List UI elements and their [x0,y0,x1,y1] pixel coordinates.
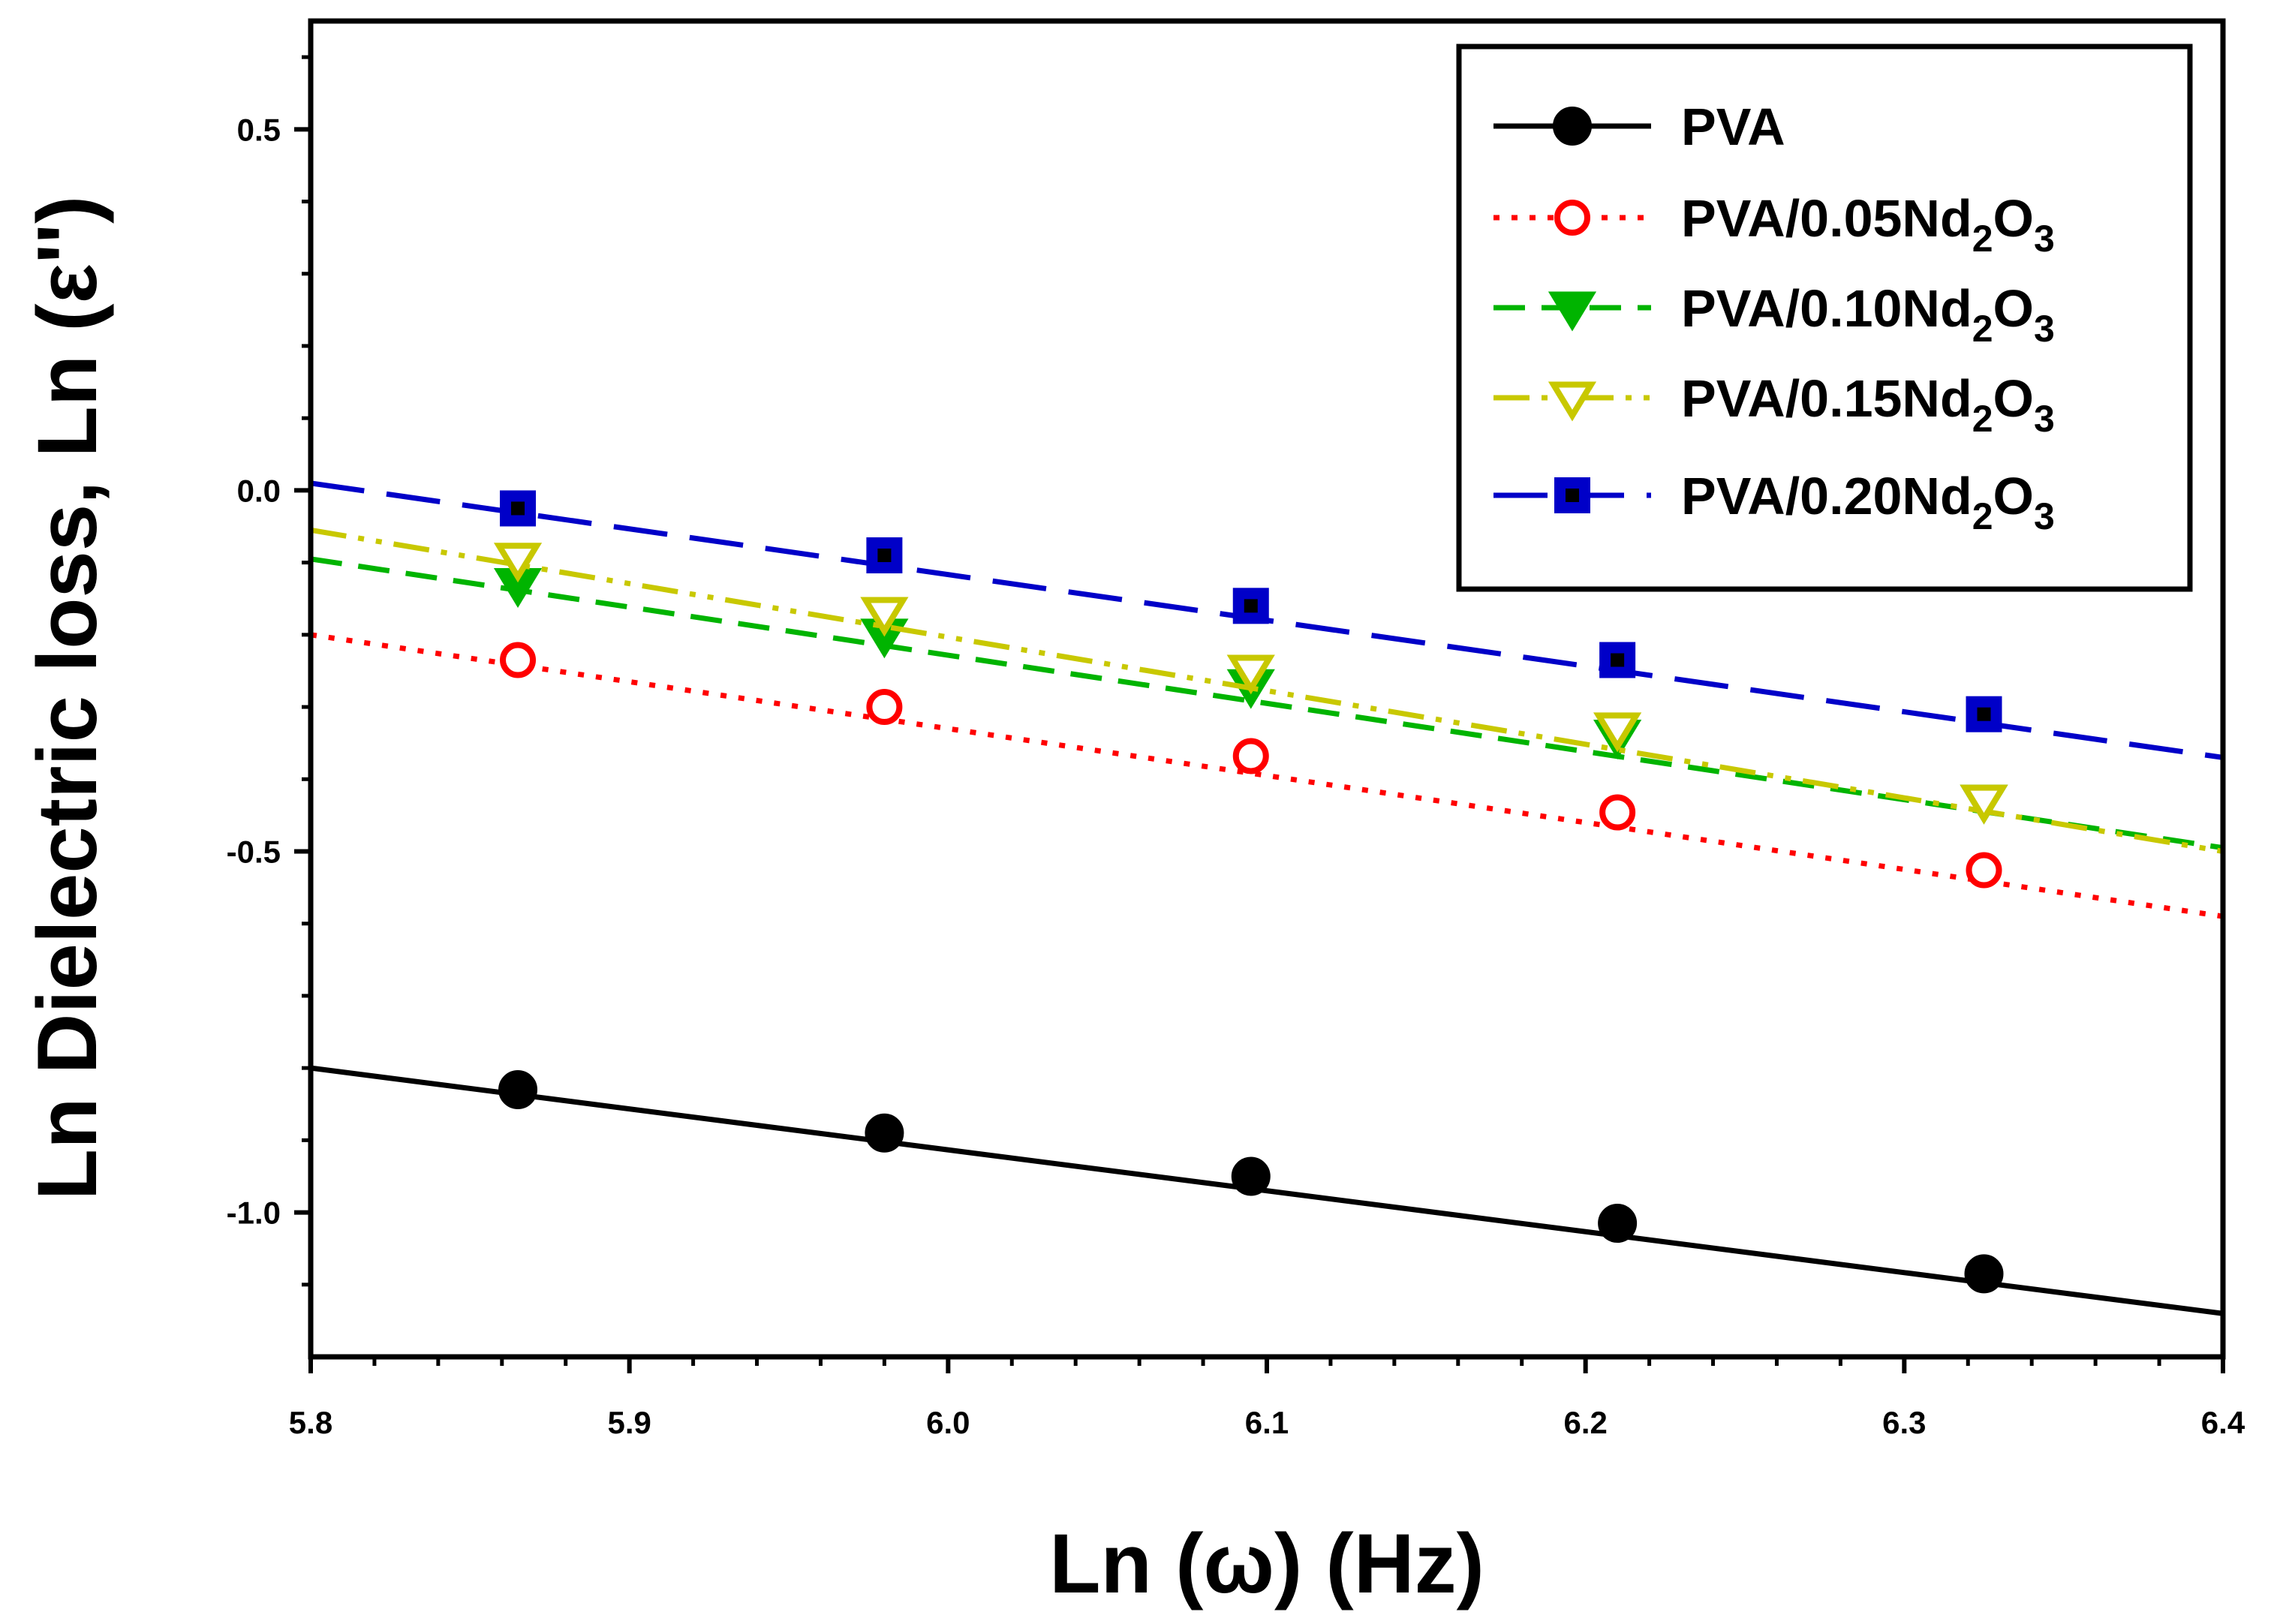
data-point [1964,1254,2004,1294]
data-point [500,642,537,678]
axis-tick-labels: 5.8 5.9 6.0 6.1 6.2 6.3 6.4 0.5 0.0 -0.5 -1.0 [227,112,2245,1440]
x-axis-title: Ln (ω) (Hz) [1049,1517,1484,1610]
x-tick-label: 6.2 [1563,1405,1607,1440]
legend-marker [1554,477,1590,513]
axis-ticks [294,55,2225,1373]
data-point [860,597,909,637]
legend-marker [1554,200,1590,236]
legend-label: PVA [1681,98,1785,156]
x-tick-label: 5.8 [289,1405,332,1440]
data-point [1598,1204,1638,1243]
data-point [1960,784,2008,825]
series-line-4 [311,527,2223,854]
x-tick-label: 5.9 [607,1405,651,1440]
legend-marker [1548,291,1597,332]
legend: PVA PVA/0.05Nd2O3 PVA/0.10Nd2O3 PVA/0.15Nd2… [1456,44,2193,592]
legend-marker [1548,381,1597,422]
data-point [498,1070,538,1109]
data-point [1226,654,1275,695]
data-point [500,490,537,527]
data-point [1231,1156,1271,1196]
legend-label: PVA/0.15Nd2O3 [1681,369,2055,440]
legend-label: PVA/0.05Nd2O3 [1681,189,2055,260]
y-tick-label: -0.5 [227,834,281,869]
legend-item-5: PVA/0.20Nd2O3 [1493,467,2055,537]
legend-label: PVA/0.20Nd2O3 [1681,467,2055,537]
data-point [865,1113,904,1153]
data-point [1232,738,1269,774]
y-tick-label: 0.0 [237,473,281,508]
x-tick-label: 6.4 [2201,1405,2245,1440]
legend-marker [1553,107,1592,146]
data-point [866,689,903,726]
data-point [1599,642,1636,678]
series-5 [311,480,2223,760]
data-point [493,543,543,583]
series-2 [311,632,2223,919]
series-layer [311,480,2223,1316]
legend-item-1: PVA [1493,98,1785,156]
data-point [1966,852,2002,889]
series-4 [311,527,2223,854]
data-point [1599,794,1636,831]
data-point [1966,696,2002,732]
data-point [866,537,903,573]
data-point [1232,588,1269,624]
y-axis-title: Ln Dielectric loss, Ln (ε'') [20,196,114,1201]
legend-item-3: PVA/0.10Nd2O3 [1493,279,2055,350]
legend-item-4: PVA/0.15Nd2O3 [1493,369,2055,440]
legend-label: PVA/0.10Nd2O3 [1681,279,2055,350]
x-tick-label: 6.0 [926,1405,970,1440]
y-tick-label: -1.0 [227,1195,281,1231]
y-tick-label: 0.5 [237,112,281,147]
series-1 [311,1065,2223,1316]
series-line-1 [311,1065,2223,1316]
x-tick-label: 6.1 [1245,1405,1289,1440]
legend-item-2: PVA/0.05Nd2O3 [1493,189,2055,260]
data-point [1593,712,1642,753]
x-tick-label: 6.3 [1882,1405,1926,1440]
